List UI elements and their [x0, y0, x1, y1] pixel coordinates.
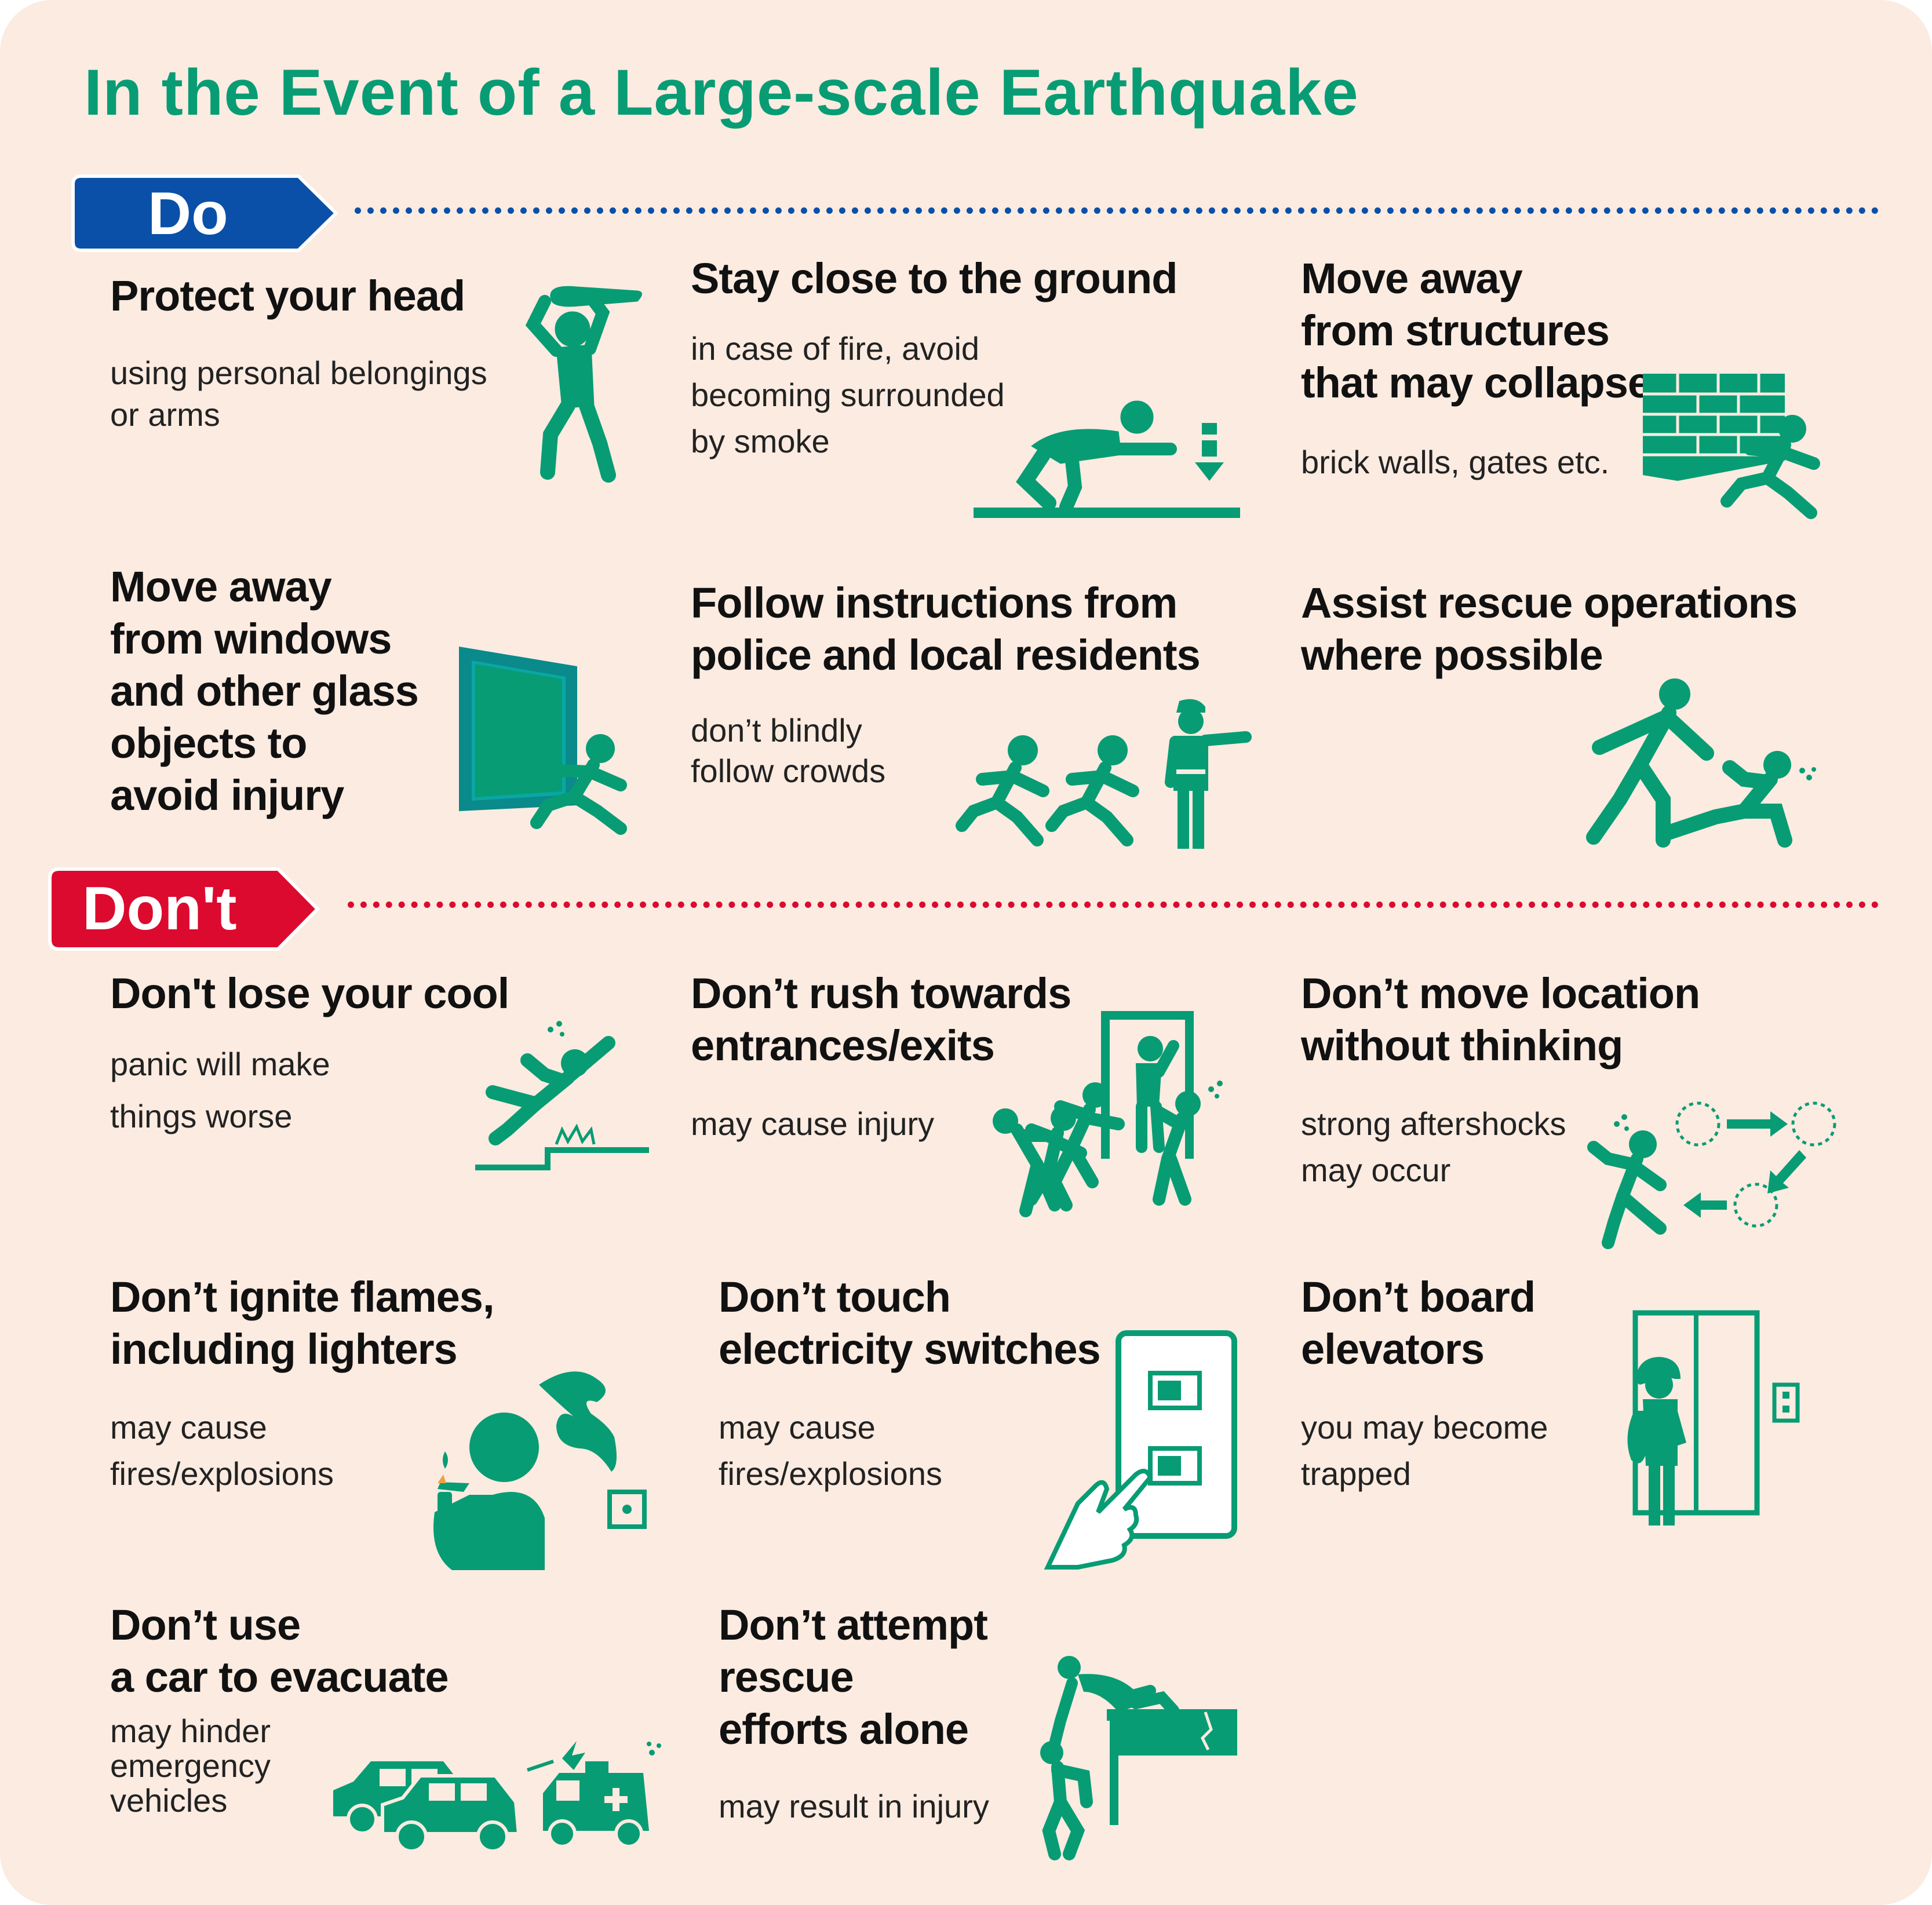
- dont-heading-8: Don’t attempt rescue efforts alone: [719, 1601, 988, 1753]
- light-switch-icon: [1044, 1330, 1237, 1570]
- do-divider: [355, 207, 1879, 214]
- crowd-at-exit-icon: [993, 1011, 1223, 1217]
- do-detail-3: brick walls, gates etc.: [1301, 444, 1610, 480]
- do-detail-1: using personal belongings or arms: [110, 355, 487, 433]
- dont-heading-2: Don’t rush towards entrances/exits: [691, 969, 1071, 1070]
- dont-divider: [348, 902, 1879, 908]
- dont-detail-2: may cause injury: [691, 1105, 935, 1142]
- do-heading-6: Assist rescue operations where possible: [1301, 579, 1798, 679]
- collapsing-wall-icon: [1643, 374, 1820, 519]
- falling-window-icon: [459, 647, 627, 835]
- do-heading-2: Stay close to the ground: [691, 254, 1178, 302]
- do-heading-1: Protect your head: [110, 272, 465, 320]
- do-heading-5: Follow instructions from police and loca…: [691, 579, 1201, 679]
- do-heading-3: Move away from structures that may colla…: [1301, 254, 1652, 407]
- do-detail-2: in case of fire, avoid becoming surround…: [691, 330, 1005, 459]
- climbing-rescue-icon: [1040, 1656, 1237, 1860]
- dont-detail-1: panic will make things worse: [110, 1046, 330, 1134]
- lighter-gas-icon: [433, 1371, 647, 1570]
- falling-person-icon: [475, 1021, 649, 1170]
- dont-detail-3: strong aftershocks may occur: [1301, 1105, 1566, 1188]
- dont-heading-1: Don't lose your cool: [110, 969, 509, 1017]
- police-directing-icon: [956, 699, 1252, 849]
- person-protecting-head-icon: [525, 286, 642, 483]
- crawling-person-icon: [974, 400, 1240, 518]
- helping-person-icon: [1586, 678, 1816, 848]
- dont-heading-4: Don’t ignite flames, including lighters: [110, 1273, 495, 1373]
- dont-detail-7: may hinder emergency vehicles: [110, 1713, 271, 1819]
- dont-detail-8: may result in injury: [719, 1788, 989, 1824]
- cars-ambulance-icon: [333, 1741, 661, 1853]
- do-detail-5: don’t blindly follow crowds: [691, 712, 886, 789]
- do-label: Do: [148, 180, 228, 247]
- dont-heading-7: Don’t use a car to evacuate: [110, 1601, 449, 1701]
- dont-detail-6: you may become trapped: [1301, 1409, 1548, 1492]
- do-heading-4: Move away from windows and other glass o…: [110, 563, 419, 819]
- running-cycle-icon: [1587, 1101, 1836, 1249]
- dont-heading-3: Don’t move location without thinking: [1301, 969, 1700, 1070]
- elevator-icon: [1627, 1310, 1800, 1526]
- dont-heading-5: Don’t touch electricity switches: [719, 1273, 1101, 1373]
- dont-label: Don't: [82, 874, 237, 943]
- dont-detail-4: may cause fires/explosions: [110, 1409, 334, 1492]
- page-title: In the Event of a Large-scale Earthquake: [84, 56, 1359, 129]
- dont-heading-6: Don’t board elevators: [1301, 1273, 1536, 1373]
- dont-detail-5: may cause fires/explosions: [719, 1409, 942, 1492]
